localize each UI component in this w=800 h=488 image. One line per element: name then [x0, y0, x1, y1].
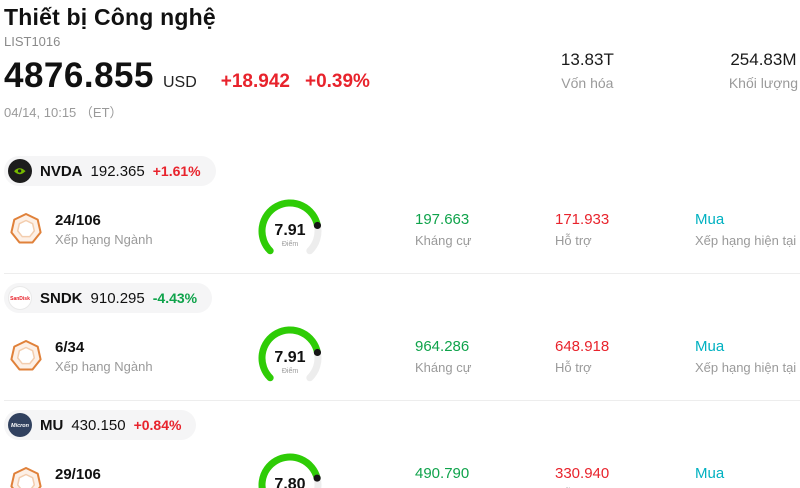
volume-value: 254.83M	[730, 50, 797, 69]
index-price: 4876.855	[4, 56, 154, 95]
score-gauge: 7.91 Điểm	[230, 322, 350, 390]
support-value: 171.933	[555, 210, 610, 228]
nvidia-logo	[8, 159, 32, 183]
industry-rank: 29/106 Xếp hạng Ngành	[4, 465, 230, 488]
resistance-label: Kháng cự	[415, 487, 555, 488]
support-label: Hỗ trợ	[555, 487, 695, 488]
stock-detail-row: 6/34 Xếp hạng Ngành 7.91 Điểm 964.286 Kh…	[4, 322, 800, 390]
stock-ticker: NVDA	[40, 162, 83, 180]
stock-change: -4.43%	[152, 290, 198, 306]
stat-market-cap: 13.83T Vốn hóa	[561, 50, 614, 91]
rating-value: Mua	[695, 210, 725, 228]
price-change-pct: +0.39%	[304, 71, 370, 92]
score-gauge: 7.91 Điểm	[230, 195, 350, 263]
rating-value: Mua	[695, 464, 725, 482]
rating-label: Xếp hạng hiện tại	[695, 359, 797, 375]
stock-price: 192.365	[90, 162, 145, 180]
stock-detail-row: 24/106 Xếp hạng Ngành 7.91 Điểm 197.663 …	[4, 195, 800, 263]
price-change: +18.942	[220, 71, 290, 92]
stock-pill[interactable]: Micron MU 430.150 +0.84%	[4, 410, 197, 440]
score-gauge-arc	[258, 199, 322, 255]
timestamp: 04/14, 10:15 （ET）	[4, 105, 123, 120]
rank-label: Xếp hạng Ngành	[55, 486, 153, 488]
industry-rank: 24/106 Xếp hạng Ngành	[4, 211, 230, 247]
stock-price: 910.295	[90, 289, 145, 307]
header: Thiết bị Công nghệ LIST1016 4876.855 USD…	[4, 2, 800, 121]
resistance-value: 490.790	[415, 464, 470, 482]
list-id: LIST1016	[4, 34, 61, 49]
stock-ticker: SNDK	[40, 289, 83, 307]
resistance-label: Kháng cự	[415, 359, 472, 375]
stock-pill[interactable]: SanDisk SNDK 910.295 -4.43%	[4, 283, 213, 313]
rank-label: Xếp hạng Ngành	[55, 358, 153, 374]
volume-label: Khối lượng	[728, 75, 798, 91]
score-gauge: 7.80 Điểm	[230, 449, 350, 488]
sandisk-logo: SanDisk	[8, 286, 32, 310]
resistance-label: Kháng cự	[415, 232, 472, 248]
industry-rank-icon	[10, 213, 42, 244]
support-metric: 171.933 Hỗ trợ	[555, 211, 695, 248]
stock-list: NVDA 192.365 +1.61% 24/106 Xếp hạng Ngàn…	[4, 147, 800, 488]
page-title: Thiết bị Công nghệ	[4, 4, 216, 30]
stock-section-mu: Micron MU 430.150 +0.84% 29/106 Xếp hạng…	[4, 401, 800, 488]
rating-label: Xếp hạng hiện tại	[695, 487, 800, 488]
industry-rank: 6/34 Xếp hạng Ngành	[4, 338, 230, 374]
resistance-metric: 197.663 Kháng cự	[415, 211, 555, 248]
currency-label: USD	[162, 74, 197, 91]
industry-rank-icon	[10, 467, 42, 488]
stock-section-sndk: SanDisk SNDK 910.295 -4.43% 6/34 Xếp hạn…	[4, 274, 800, 401]
rating-label: Xếp hạng hiện tại	[695, 232, 797, 248]
support-label: Hỗ trợ	[555, 232, 592, 248]
current-rating: Mua Xếp hạng hiện tại	[695, 211, 800, 248]
stock-pill[interactable]: NVDA 192.365 +1.61%	[4, 156, 216, 186]
resistance-value: 197.663	[415, 210, 470, 228]
rank-value: 6/34	[55, 338, 85, 356]
score-gauge-arc	[258, 453, 322, 488]
stock-ticker: MU	[40, 416, 64, 434]
stock-detail-row: 29/106 Xếp hạng Ngành 7.80 Điểm 490.790 …	[4, 449, 800, 488]
stock-change: +1.61%	[152, 163, 201, 179]
price-row: 4876.855 USD +18.942 +0.39%	[4, 58, 800, 93]
support-value: 648.918	[555, 337, 610, 355]
micron-logo: Micron	[8, 413, 32, 437]
current-rating: Mua Xếp hạng hiện tại	[695, 338, 800, 375]
svg-text:SanDisk: SanDisk	[10, 296, 30, 302]
rating-value: Mua	[695, 337, 725, 355]
price-change-group: +18.942 +0.39%	[221, 71, 370, 93]
support-metric: 648.918 Hỗ trợ	[555, 338, 695, 375]
resistance-metric: 490.790 Kháng cự	[415, 465, 555, 488]
rank-value: 29/106	[55, 465, 101, 483]
support-value: 330.940	[555, 464, 610, 482]
market-cap-value: 13.83T	[560, 50, 614, 69]
rank-value: 24/106	[55, 211, 101, 229]
score-gauge-arc	[258, 326, 322, 382]
resistance-value: 964.286	[415, 337, 470, 355]
svg-text:Micron: Micron	[11, 423, 30, 429]
industry-rank-icon	[10, 340, 42, 371]
stock-section-nvda: NVDA 192.365 +1.61% 24/106 Xếp hạng Ngàn…	[4, 147, 800, 274]
stat-volume: 254.83M Khối lượng	[729, 50, 798, 91]
market-cap-label: Vốn hóa	[561, 75, 614, 91]
resistance-metric: 964.286 Kháng cự	[415, 338, 555, 375]
support-label: Hỗ trợ	[555, 359, 592, 375]
stock-change: +0.84%	[133, 417, 182, 433]
current-rating: Mua Xếp hạng hiện tại	[695, 465, 800, 488]
rank-label: Xếp hạng Ngành	[55, 231, 153, 247]
support-metric: 330.940 Hỗ trợ	[555, 465, 695, 488]
header-stats: 13.83T Vốn hóa 254.83M Khối lượng	[561, 50, 798, 91]
stock-price: 430.150	[71, 416, 126, 434]
